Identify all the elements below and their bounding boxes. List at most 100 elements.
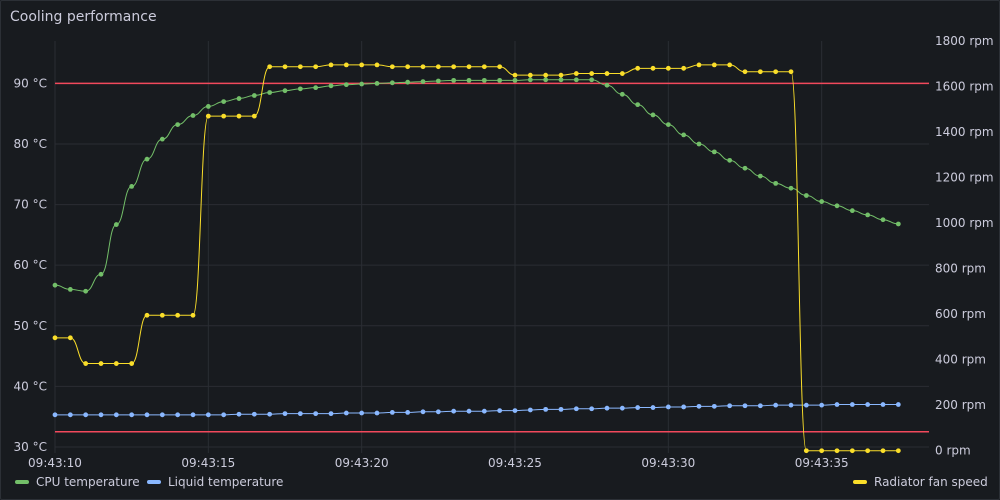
legend-swatch [15,480,29,484]
data-point [435,64,441,70]
data-point [466,408,472,414]
data-point [129,184,135,189]
data-point [221,99,227,104]
data-point [803,402,809,408]
data-point [405,79,411,85]
data-point [144,312,150,318]
data-point [650,112,656,118]
data-point [343,82,349,88]
data-point [282,411,288,417]
data-point [895,402,901,407]
y-left-tick-label: 70 °C [14,198,47,212]
data-point [895,221,901,227]
data-point [589,77,595,83]
data-point [267,64,273,70]
data-point [665,65,671,71]
data-point [435,409,441,415]
series-radiator-fan-speed [52,62,901,454]
y-right-tick-label: 200 rpm [935,398,986,412]
data-point [359,410,365,416]
data-point [635,405,641,410]
data-point [328,62,334,68]
y-left-tick-label: 40 °C [14,379,47,393]
data-point [98,271,104,277]
legend-label: Radiator fan speed [874,475,988,489]
data-point [205,104,211,109]
data-point [527,77,533,83]
data-point [497,408,503,413]
data-point [573,71,579,76]
legend-swatch [853,480,867,484]
data-point [175,312,181,318]
y-right-tick-label: 800 rpm [935,262,986,276]
data-point [558,72,564,78]
y-left-tick-label: 50 °C [14,319,47,333]
data-point [696,62,702,68]
data-point [328,411,334,417]
data-point [113,222,119,227]
data-point [619,71,625,76]
data-point [834,402,840,407]
data-point [374,81,380,86]
y-left-tick-label: 60 °C [14,258,47,272]
data-point [773,69,779,75]
data-point [297,86,303,92]
data-point [420,409,426,415]
data-point [527,407,533,413]
data-point [466,77,472,83]
data-point [880,217,886,223]
data-point [221,113,227,119]
data-point [205,412,211,418]
data-point [619,91,625,97]
data-point [711,149,717,155]
y-right-tick-label: 0 rpm [935,444,971,458]
data-point [773,180,779,186]
data-point [604,82,610,88]
data-point [497,64,503,70]
data-point [619,405,625,411]
data-point [512,77,518,83]
data-point [696,403,702,409]
data-point [512,72,518,78]
data-point [819,448,825,454]
y-right-tick-label: 1600 rpm [935,80,994,94]
data-point [67,287,73,292]
data-point [359,81,365,87]
data-point [481,77,487,83]
data-point [144,156,150,162]
data-point [681,404,687,410]
data-point [236,411,242,417]
x-tick-label: 09:43:30 [641,456,695,470]
y-left-tick-label: 30 °C [14,440,47,454]
data-point [374,410,380,416]
data-point [297,64,303,70]
data-point [190,412,196,418]
legend-label: CPU temperature [36,475,140,489]
data-point [83,412,89,418]
data-point [681,65,687,71]
data-point [83,361,89,366]
data-point [144,412,150,418]
y-right-tick-label: 1200 rpm [935,171,994,185]
data-point [251,93,257,98]
data-point [681,132,687,138]
data-point [451,408,457,414]
data-point [711,403,717,409]
data-point [221,412,227,418]
x-tick-label: 09:43:25 [488,456,542,470]
legend-label: Liquid temperature [168,475,283,489]
grid [54,41,929,453]
data-point [819,402,825,408]
data-point [865,212,871,218]
data-point [451,77,457,83]
data-point [481,408,487,414]
data-point [328,83,334,89]
data-point [159,412,165,418]
series-liquid-temperature [52,402,901,418]
y-right-tick-label: 1000 rpm [935,216,994,230]
series-line [54,79,899,292]
data-point [742,403,748,409]
data-point [788,185,794,191]
data-point [880,402,886,407]
